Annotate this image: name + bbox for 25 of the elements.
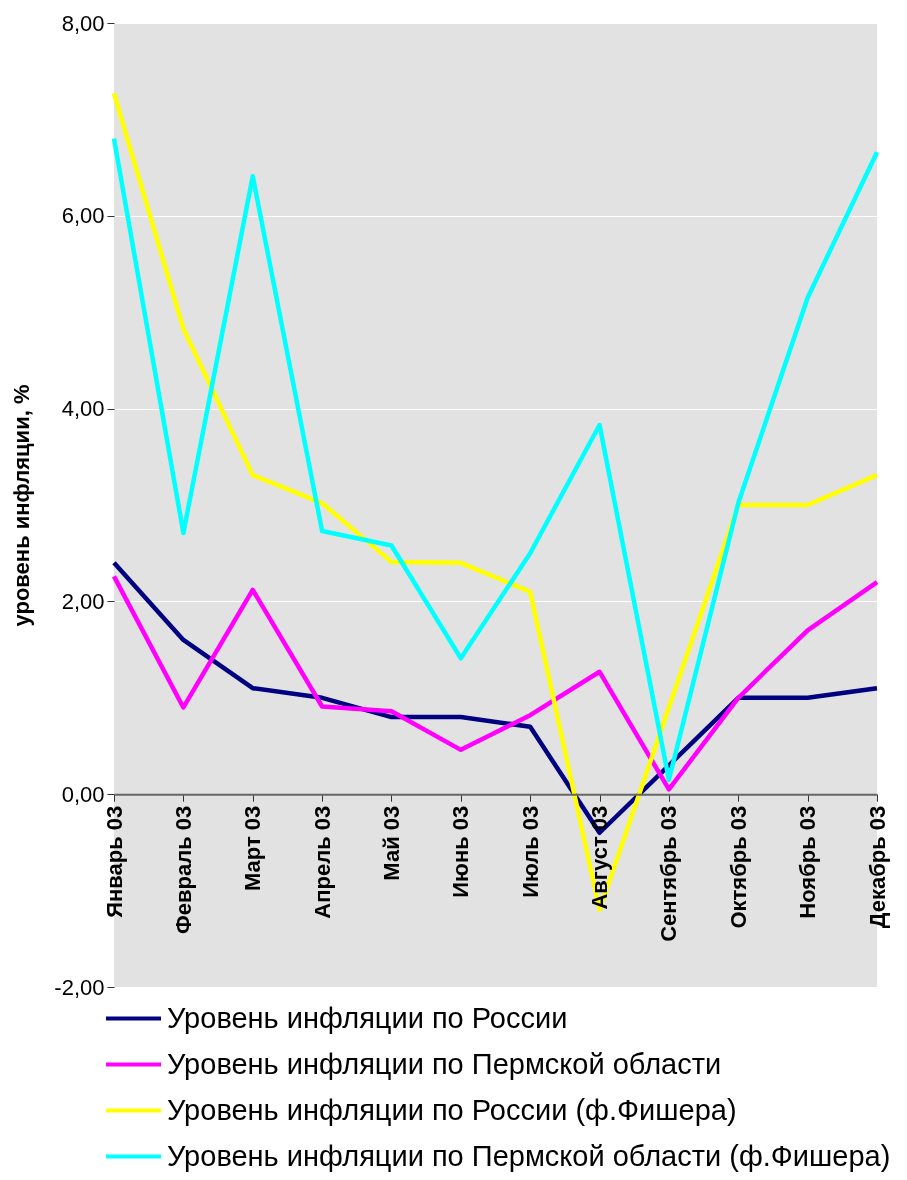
x-tick-label: Октябрь 03 bbox=[725, 805, 751, 929]
x-tick-label: Декабрь 03 bbox=[864, 805, 890, 929]
y-tick-label: 8,00 bbox=[61, 10, 105, 36]
y-tick-label: 4,00 bbox=[61, 396, 105, 422]
x-tick-label: Февраль 03 bbox=[170, 805, 196, 934]
x-tick-label: Март 03 bbox=[240, 805, 266, 892]
x-tick-label: Май 03 bbox=[378, 805, 404, 881]
legend-label: Уровень инфляции по России (ф.Фишера) bbox=[167, 1093, 737, 1126]
y-tick-label: 0,00 bbox=[61, 781, 105, 807]
x-tick-label: Сентябрь 03 bbox=[656, 805, 682, 942]
legend-label: Уровень инфляции по России bbox=[167, 1001, 568, 1034]
y-tick-label: -2,00 bbox=[54, 974, 105, 1000]
line-series bbox=[111, 574, 880, 792]
x-tick-label: Август 03 bbox=[587, 805, 613, 910]
x-tick-label: Июль 03 bbox=[517, 805, 543, 898]
y-tick-label: 6,00 bbox=[61, 203, 105, 229]
x-tick-label: Июнь 03 bbox=[448, 805, 474, 898]
legend-label: Уровень инфляции по Пермской области (ф.Фишера) bbox=[167, 1139, 891, 1172]
x-tick-label: Январь 03 bbox=[101, 805, 127, 918]
legend-label: Уровень инфляции по Пермской области bbox=[167, 1047, 722, 1080]
y-tick-label: 2,00 bbox=[61, 588, 105, 614]
x-tick-label: Ноябрь 03 bbox=[795, 805, 821, 919]
x-tick-label: Апрель 03 bbox=[309, 805, 335, 919]
y-axis-title: уровень инфляции, % bbox=[9, 384, 35, 627]
line-series bbox=[111, 136, 880, 782]
